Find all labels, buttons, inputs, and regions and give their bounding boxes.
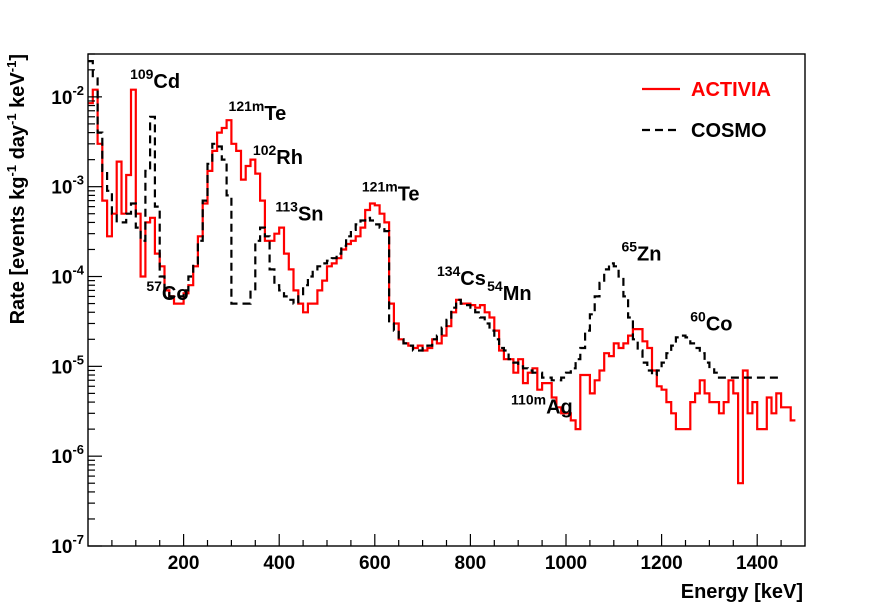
y-axis-title-sup: -1	[4, 113, 19, 125]
annotation-mass: 54	[487, 278, 503, 294]
annotation-mass: 121m	[229, 98, 265, 114]
x-tick-label: 1200	[640, 553, 682, 574]
annotation-co60: 60Co	[690, 309, 732, 336]
y-tick-base: 10	[51, 88, 72, 109]
y-axis-title-sup: -1	[4, 61, 19, 73]
x-tick-label: 1400	[736, 553, 778, 574]
series-cosmo	[88, 60, 782, 382]
annotation-element: Co	[162, 283, 189, 305]
annotation-mass: 57	[146, 278, 162, 294]
y-axis-title-part: keV	[7, 72, 29, 114]
annotation-element: Zn	[637, 244, 661, 266]
y-tick-label: 10-6	[51, 442, 84, 468]
annotation-mass: 109	[130, 66, 154, 82]
annotation-mass: 60	[690, 309, 706, 325]
annotation-element: Rh	[276, 147, 303, 169]
y-tick-exponent: -3	[72, 173, 84, 188]
y-tick-exponent: -5	[72, 352, 84, 367]
annotation-element: Te	[398, 184, 420, 206]
annotation-sn113: 113Sn	[275, 199, 323, 226]
x-tick-label: 800	[455, 553, 487, 574]
y-tick-base: 10	[51, 268, 72, 289]
annotation-ag110m: 110mAg	[511, 391, 573, 418]
y-tick-label: 10-4	[51, 263, 84, 289]
y-tick-label: 10-2	[51, 83, 84, 109]
annotation-co57: 57Co	[146, 278, 188, 305]
y-tick-exponent: -4	[72, 263, 84, 278]
series-layer	[88, 60, 796, 485]
y-axis-title-sup: -1	[4, 165, 19, 177]
y-tick-base: 10	[51, 357, 72, 378]
annotation-element: Sn	[298, 204, 324, 226]
y-tick-label: 10-5	[51, 352, 84, 378]
annotation-mass: 102	[253, 142, 277, 158]
annotation-te121m-b: 121mTe	[362, 179, 420, 206]
y-axis-title: Rate [events kg-1 day-1 keV-1]	[4, 54, 29, 324]
annotation-mass: 113	[275, 199, 298, 215]
annotation-te121m-a: 121mTe	[229, 98, 287, 125]
y-tick-exponent: -7	[72, 532, 84, 547]
annotation-element: Cd	[153, 71, 180, 93]
annotation-element: Mn	[503, 283, 532, 305]
y-tick-base: 10	[51, 178, 72, 199]
y-axis-title-part: day	[7, 124, 29, 165]
annotation-mass: 65	[621, 239, 637, 255]
annotation-rh102: 102Rh	[253, 142, 303, 169]
annotation-cd109: 109Cd	[130, 66, 180, 93]
x-tick-label: 600	[359, 553, 391, 574]
annotation-mass: 110m	[511, 391, 546, 407]
annotation-mass: 121m	[362, 179, 398, 195]
legend-label-cosmo: COSMO	[691, 120, 767, 142]
annotation-cs134: 134Cs	[437, 263, 486, 290]
x-tick-label: 400	[263, 553, 295, 574]
legend-label-activia: ACTIVIA	[691, 79, 771, 101]
x-tick-label: 1000	[545, 553, 587, 574]
y-tick-label: 10-7	[51, 532, 84, 558]
annotation-element: Te	[264, 103, 286, 125]
ticks-layer: 200 400 600 800 1000 1200 140010-710-610-510-4…	[51, 53, 782, 574]
annotation-element: Cs	[460, 268, 486, 290]
legend: ACTIVIA COSMO	[642, 79, 771, 142]
y-axis-title-part: ]	[7, 54, 29, 61]
annotation-element: Ag	[546, 396, 573, 418]
x-axis-title: Energy [keV]	[681, 581, 803, 603]
y-tick-base: 10	[51, 537, 72, 558]
y-tick-exponent: -2	[72, 83, 84, 98]
annotation-zn65: 65Zn	[621, 239, 661, 266]
annotation-element: Co	[706, 314, 733, 336]
x-tick-label: 200	[168, 553, 200, 574]
y-tick-base: 10	[51, 447, 72, 468]
y-tick-label: 10-3	[51, 173, 84, 199]
series-activia	[88, 88, 796, 485]
annotation-mn54: 54Mn	[487, 278, 531, 305]
y-axis-title-part: Rate [events kg	[7, 177, 29, 325]
annotation-mass: 134	[437, 263, 461, 279]
y-tick-exponent: -6	[72, 442, 84, 457]
